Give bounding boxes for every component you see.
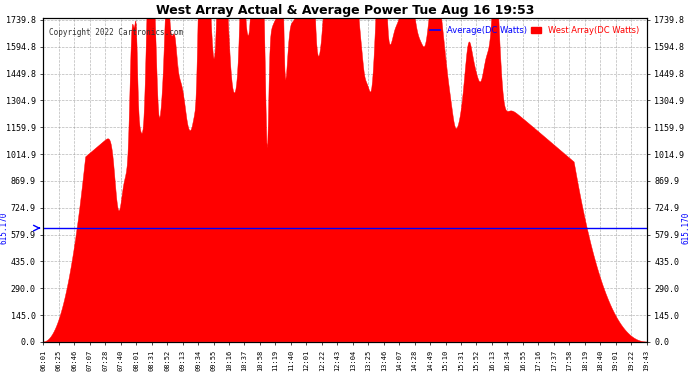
- Text: 615.170: 615.170: [0, 212, 9, 244]
- Legend: Average(DC Watts), West Array(DC Watts): Average(DC Watts), West Array(DC Watts): [427, 22, 642, 38]
- Title: West Array Actual & Average Power Tue Aug 16 19:53: West Array Actual & Average Power Tue Au…: [156, 4, 534, 17]
- Text: 615.170: 615.170: [681, 212, 690, 244]
- Text: Copyright 2022 Cartronics.com: Copyright 2022 Cartronics.com: [50, 28, 184, 37]
